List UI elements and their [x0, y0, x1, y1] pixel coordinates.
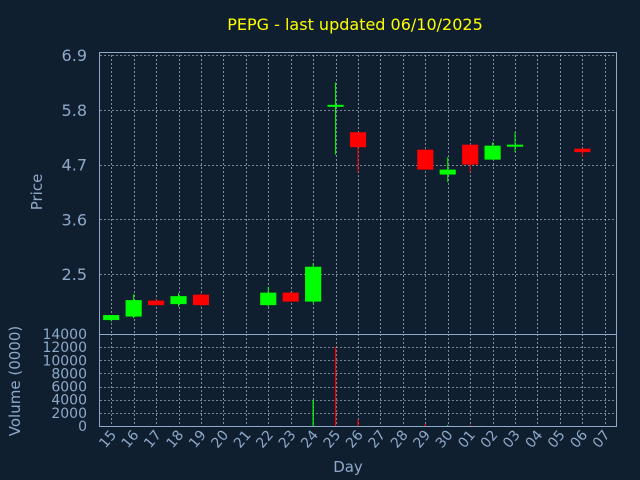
x-tick-label: 15: [96, 427, 120, 451]
price-axis-label: Price: [28, 174, 46, 211]
x-axis-label: Day: [333, 458, 363, 476]
volume-y-tick-label: 0: [78, 419, 87, 435]
x-tick-label: 24: [298, 427, 322, 451]
x-tick-label: 01: [455, 427, 479, 451]
x-tick-label: 18: [164, 427, 188, 451]
volume-y-tick-label: 10000: [42, 353, 87, 369]
candle-body: [260, 292, 277, 306]
candle-body: [192, 294, 210, 306]
candle-body: [506, 144, 524, 147]
x-tick-label: 28: [388, 427, 412, 451]
price-y-tick-label: 4.7: [62, 156, 87, 175]
candle-body: [484, 145, 501, 160]
x-tick-label: 29: [410, 427, 434, 451]
x-tick-label: 25: [321, 427, 345, 451]
candle-body: [148, 300, 165, 306]
x-tick-label: 27: [366, 427, 390, 451]
price-y-tick-label: 3.6: [62, 210, 87, 229]
x-tick-label: 07: [590, 427, 614, 451]
volume-panel-frame: [99, 334, 617, 427]
candle-body: [125, 300, 142, 317]
x-tick-label: 06: [567, 427, 591, 451]
x-tick-label: 26: [343, 427, 367, 451]
price-candles: [103, 82, 591, 322]
x-tick-label: 04: [523, 427, 547, 451]
volume-y-tick-label: 6000: [51, 380, 87, 396]
x-tick-label: 17: [141, 427, 165, 451]
volume-y-tick-label: 4000: [51, 393, 87, 409]
x-tick-label: 02: [478, 427, 502, 451]
volume-axis-label: Volume (0000): [6, 326, 24, 436]
candle-body: [305, 266, 322, 302]
price-y-tick-label: 2.5: [62, 265, 87, 284]
candle-body: [417, 149, 434, 170]
price-y-tick-label: 5.8: [62, 101, 87, 120]
volume-y-tick-label: 2000: [51, 406, 87, 422]
volume-grid: [100, 334, 616, 426]
candle-body: [103, 315, 120, 321]
volume-y-tick-label: 12000: [42, 340, 87, 356]
x-tick-label: 16: [119, 427, 143, 451]
x-tick-label: 05: [545, 427, 569, 451]
chart-title: PEPG - last updated 06/10/2025: [227, 15, 483, 34]
price-y-ticks: 6.9 5.8 4.7 3.6 2.5: [62, 46, 87, 284]
volume-bars: [312, 347, 471, 426]
price-panel-frame: [99, 52, 617, 335]
x-tick-label: 21: [231, 427, 255, 451]
x-tick-label: 03: [500, 427, 524, 451]
x-tick-label: 19: [186, 427, 210, 451]
x-tick-label: 30: [433, 427, 457, 451]
candle-body: [574, 148, 591, 153]
x-tick-label: 20: [208, 427, 232, 451]
candle-body: [439, 169, 456, 175]
x-tick-label: 23: [276, 427, 300, 451]
candle-body: [462, 144, 479, 165]
volume-y-tick-label: 14000: [42, 327, 87, 343]
candle-body: [327, 104, 344, 107]
candle-body: [282, 292, 299, 302]
candle-body: [349, 132, 367, 148]
price-grid: [100, 55, 616, 334]
volume-y-tick-label: 8000: [51, 366, 87, 382]
price-y-tick-label: 6.9: [62, 46, 87, 65]
x-tick-label: 22: [253, 427, 277, 451]
x-ticks: 1516171819202122232425262728293001020304…: [96, 427, 613, 451]
candle-body: [170, 296, 187, 305]
